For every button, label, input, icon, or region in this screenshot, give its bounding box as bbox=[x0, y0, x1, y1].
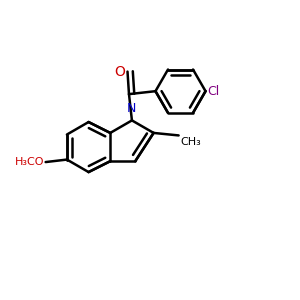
Text: CH₃: CH₃ bbox=[180, 137, 201, 147]
Text: O: O bbox=[115, 64, 126, 79]
Text: H₃CO: H₃CO bbox=[15, 157, 44, 167]
Text: N: N bbox=[127, 102, 136, 115]
Text: Cl: Cl bbox=[207, 85, 219, 98]
